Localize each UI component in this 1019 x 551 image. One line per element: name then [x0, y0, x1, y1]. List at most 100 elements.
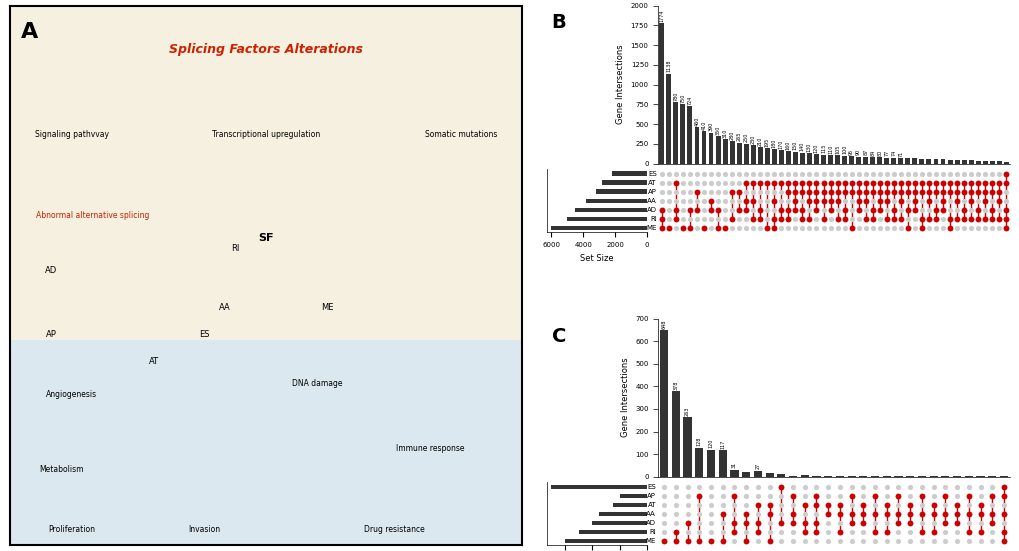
Bar	[925, 159, 930, 164]
Point	[765, 224, 782, 233]
Point	[679, 527, 695, 536]
Point	[814, 206, 830, 214]
Point	[870, 179, 887, 187]
Point	[738, 214, 754, 223]
Point	[784, 510, 800, 518]
FancyBboxPatch shape	[10, 341, 522, 545]
Text: ES: ES	[647, 484, 655, 490]
Point	[901, 537, 917, 545]
FancyBboxPatch shape	[10, 6, 522, 341]
Point	[854, 500, 870, 509]
Bar	[792, 152, 797, 164]
Point	[821, 224, 838, 233]
Point	[814, 187, 830, 196]
Point	[749, 482, 765, 491]
X-axis label: Set Size: Set Size	[580, 253, 613, 263]
Point	[927, 169, 944, 178]
Bar	[701, 131, 706, 164]
Point	[807, 482, 823, 491]
Point	[758, 214, 774, 223]
Point	[819, 500, 836, 509]
Point	[927, 196, 944, 205]
Point	[726, 518, 742, 527]
Point	[695, 169, 711, 178]
Point	[660, 169, 677, 178]
Point	[716, 224, 733, 233]
Point	[709, 224, 726, 233]
Point	[794, 179, 810, 187]
Point	[890, 537, 906, 545]
Point	[836, 169, 852, 178]
Point	[731, 169, 747, 178]
Point	[688, 224, 704, 233]
Point	[924, 537, 941, 545]
Text: Drug resistance: Drug resistance	[364, 525, 424, 534]
Point	[864, 179, 880, 187]
Point	[899, 206, 915, 214]
Point	[866, 491, 882, 500]
Bar	[742, 472, 750, 477]
Point	[899, 179, 915, 187]
Point	[995, 510, 1011, 518]
Point	[738, 527, 754, 536]
Text: Immune response: Immune response	[395, 444, 464, 453]
Point	[913, 500, 929, 509]
Point	[850, 169, 866, 178]
Point	[681, 224, 697, 233]
Point	[870, 187, 887, 196]
Point	[780, 214, 796, 223]
Point	[857, 179, 873, 187]
Point	[738, 491, 754, 500]
Point	[854, 518, 870, 527]
Point	[864, 214, 880, 223]
Point	[990, 187, 1007, 196]
Point	[870, 214, 887, 223]
Point	[807, 187, 823, 196]
Point	[807, 214, 823, 223]
Point	[738, 500, 754, 509]
Point	[667, 527, 684, 536]
Point	[807, 196, 823, 205]
Point	[691, 510, 707, 518]
Point	[667, 224, 684, 233]
Bar	[659, 331, 667, 477]
Point	[990, 206, 1007, 214]
Point	[955, 214, 971, 223]
Point	[948, 500, 964, 509]
Point	[901, 491, 917, 500]
Text: 84: 84	[869, 149, 874, 155]
Bar	[975, 160, 979, 164]
Point	[983, 491, 1000, 500]
Bar	[620, 494, 646, 498]
Point	[850, 196, 866, 205]
Text: 120: 120	[708, 439, 713, 448]
Point	[667, 214, 684, 223]
Point	[716, 196, 733, 205]
Point	[983, 500, 1000, 509]
Point	[667, 491, 684, 500]
Point	[934, 187, 951, 196]
Point	[653, 169, 669, 178]
Bar	[785, 151, 790, 164]
Point	[948, 196, 964, 205]
Point	[691, 537, 707, 545]
Point	[709, 206, 726, 214]
Point	[709, 214, 726, 223]
Point	[667, 196, 684, 205]
Point	[758, 179, 774, 187]
Point	[801, 169, 817, 178]
Text: ME: ME	[645, 538, 655, 544]
Point	[936, 537, 953, 545]
Text: 80: 80	[876, 150, 881, 156]
Point	[814, 196, 830, 205]
Point	[836, 179, 852, 187]
Point	[983, 537, 1000, 545]
Bar	[905, 158, 909, 164]
Text: 115: 115	[820, 144, 825, 153]
Point	[983, 187, 1000, 196]
Point	[751, 206, 767, 214]
Bar	[835, 155, 840, 164]
Point	[857, 214, 873, 223]
Point	[794, 196, 810, 205]
Text: 378: 378	[673, 381, 678, 390]
